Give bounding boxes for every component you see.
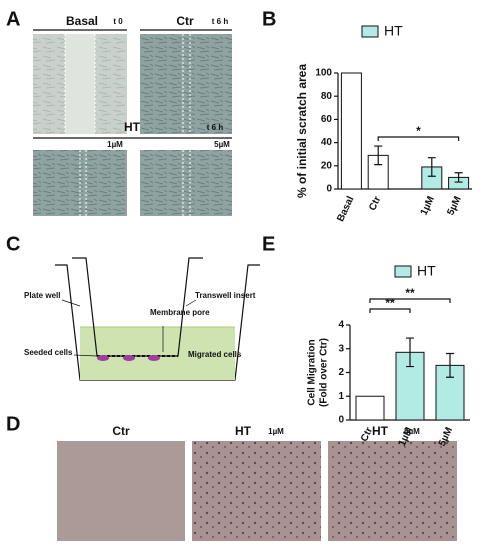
image-label: Basal — [66, 14, 98, 28]
legend-swatch — [361, 25, 379, 38]
diagram-label: Migrated cells — [188, 350, 242, 359]
legend-swatch — [394, 265, 412, 278]
y-tick-label: 0 — [326, 184, 332, 195]
pointer — [185, 299, 197, 307]
time-label: t 0 — [113, 17, 123, 26]
diagram-label: Seeded cells — [24, 348, 73, 357]
panel-letter: E — [262, 233, 275, 255]
diagram-label: Membrane pore — [150, 308, 210, 317]
panel-letter: C — [6, 233, 20, 255]
error-bar — [374, 145, 383, 166]
dose-label: 5µM — [214, 140, 230, 149]
image-label: HT — [235, 424, 252, 438]
significance-bracket — [369, 308, 411, 313]
significance-bracket — [377, 136, 460, 141]
y-tick-label: 60 — [321, 114, 333, 125]
error-bar — [446, 352, 454, 378]
panel-letter: B — [262, 8, 276, 30]
y-tick-label: 0 — [338, 415, 344, 426]
cell — [123, 355, 135, 361]
significance-bracket — [369, 298, 451, 303]
scratch-image — [140, 150, 232, 216]
error-bar — [427, 157, 436, 177]
migration-image — [328, 441, 457, 541]
image-label: Ctr — [176, 14, 194, 28]
panel-letter: D — [6, 413, 20, 435]
dose-label: 1µM — [107, 140, 123, 149]
dose-label: 5µM — [404, 427, 420, 436]
migration-image — [192, 441, 321, 541]
cell — [97, 355, 109, 361]
image-label: HT — [124, 120, 141, 134]
x-tick-label: Ctr — [367, 195, 383, 213]
x-tick-label: 5µM — [445, 195, 463, 217]
y-tick-label: 3 — [338, 343, 344, 354]
image-label: Ctr — [112, 424, 130, 438]
panel-letter: A — [6, 8, 20, 30]
y-axis-label: % of initial scratch area — [295, 64, 309, 198]
scratch-gap — [65, 34, 95, 134]
y-tick-label: 2 — [338, 367, 344, 378]
medium — [80, 327, 235, 380]
bar — [355, 395, 385, 421]
y-axis-label: (Fold over Ctr) — [319, 338, 330, 407]
image-label: HT — [372, 424, 389, 438]
y-tick-label: 100 — [315, 68, 332, 79]
time-label: t 6 h — [212, 17, 229, 26]
y-tick-label: 20 — [321, 160, 333, 171]
y-tick-label: 80 — [321, 91, 333, 102]
legend-label: HT — [384, 23, 403, 39]
y-tick-label: 4 — [338, 320, 344, 331]
diagram-label: Transwell insert — [195, 291, 256, 300]
x-tick-label: Basal — [335, 195, 356, 224]
legend-label: HT — [417, 263, 436, 279]
pointer — [61, 299, 81, 307]
cell — [148, 355, 160, 361]
error-bar — [406, 337, 414, 368]
y-tick-label: 40 — [321, 137, 333, 148]
y-axis-label: Cell Migration — [307, 339, 318, 405]
bar — [340, 72, 362, 190]
scratch-image — [140, 34, 232, 134]
x-tick-label: 1µM — [419, 195, 437, 217]
time-label: t 6 h — [207, 123, 224, 132]
significance-label: ** — [405, 286, 415, 300]
pointer — [73, 354, 98, 357]
error-bar — [454, 172, 463, 183]
diagram-label: Plate well — [24, 291, 60, 300]
y-tick-label: 1 — [338, 391, 344, 402]
significance-label: * — [416, 124, 421, 138]
significance-label: ** — [385, 296, 395, 310]
migration-image — [57, 441, 185, 541]
dose-label: 1µM — [268, 427, 284, 436]
